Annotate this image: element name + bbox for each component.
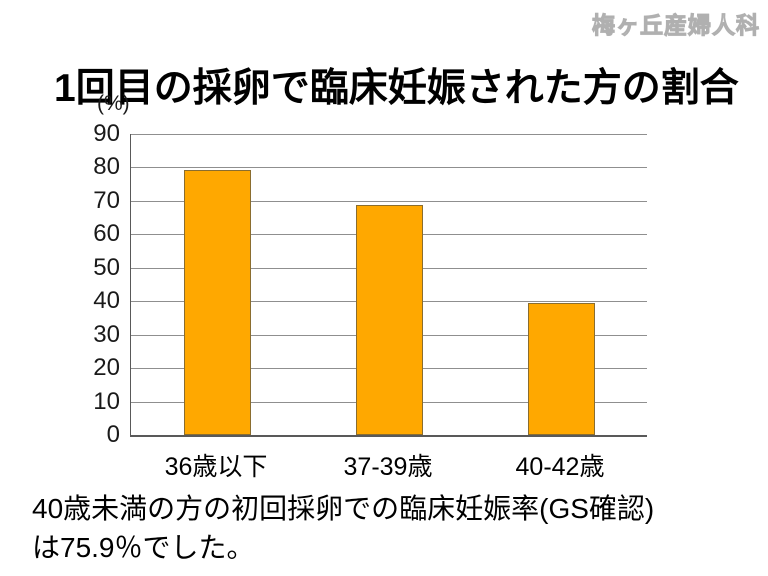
y-axis-tick-label-80: 80 xyxy=(93,153,120,181)
bar-chart-plot-area xyxy=(130,134,647,437)
bar-slot-1 xyxy=(303,134,475,435)
y-axis-tick-label-40: 40 xyxy=(93,287,120,315)
y-axis-tick-label-0: 0 xyxy=(106,421,120,448)
summary-caption-line2: は75.9％でした。 xyxy=(32,532,255,563)
summary-caption: 40歳未満の方の初回採卵での臨床妊娠率(GS確認) は75.9％でした。 xyxy=(32,489,756,567)
x-axis-label-1: 37-39歳 xyxy=(343,453,433,481)
bar-1 xyxy=(355,204,423,435)
bar-slot-0 xyxy=(131,134,303,435)
bar-2 xyxy=(527,303,595,435)
y-axis-tick-label-30: 30 xyxy=(93,320,120,348)
x-axis-labels: 36歳以下 37-39歳 40-42歳 xyxy=(130,447,646,483)
bar-slot-2 xyxy=(475,134,647,435)
gridline-70 xyxy=(131,200,647,202)
bar-series xyxy=(131,134,647,435)
y-axis-tick-label-20: 20 xyxy=(93,354,120,382)
y-axis-tick-label-60: 60 xyxy=(93,220,120,248)
x-axis-label-0: 36歳以下 xyxy=(164,453,268,481)
bar-0 xyxy=(183,169,251,435)
y-axis-tick-label-90: 90 xyxy=(93,120,120,147)
gridline-90 xyxy=(131,134,647,135)
y-axis-tick-label-70: 70 xyxy=(93,186,120,214)
chart-title: 1回目の採卵で臨床妊娠された方の割合 xyxy=(54,67,739,111)
x-axis-label-2: 40-42歳 xyxy=(515,453,605,481)
clinic-watermark: 梅ヶ丘産婦人科 xyxy=(592,12,760,39)
summary-caption-line1: 40歳未満の方の初回採卵での臨床妊娠率(GS確認) xyxy=(32,493,655,524)
y-axis-tick-label-50: 50 xyxy=(93,253,120,281)
y-axis-tick-label-10: 10 xyxy=(93,387,120,415)
y-axis-unit-label: (%) xyxy=(97,92,130,115)
gridline-80 xyxy=(131,167,647,169)
y-axis-labels: 0 10 20 30 40 50 60 70 80 90 xyxy=(58,122,120,447)
